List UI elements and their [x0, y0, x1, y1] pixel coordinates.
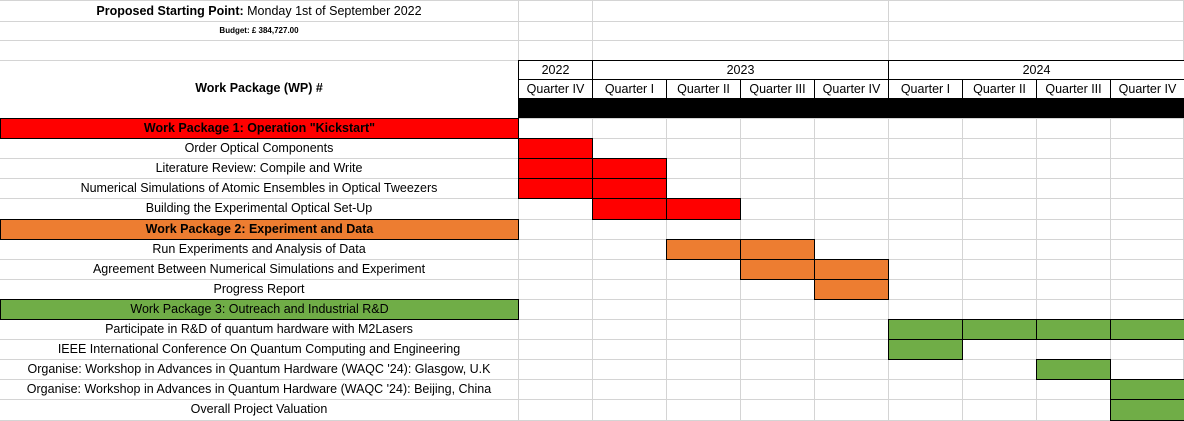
grid-line-vertical [962, 118, 963, 420]
grid-line-horizontal [0, 259, 1184, 260]
gantt-bar[interactable] [1110, 379, 1184, 400]
grid-line-horizontal [0, 118, 1184, 119]
quarter-header[interactable]: Quarter I [592, 79, 667, 99]
gantt-bar[interactable] [592, 178, 667, 199]
grid-line-vertical [592, 118, 593, 420]
quarter-header[interactable]: Quarter II [666, 79, 741, 99]
grid-line-horizontal [0, 399, 1184, 400]
gantt-bar[interactable] [666, 198, 741, 220]
start-point-label: Proposed Starting Point: [96, 4, 244, 18]
gantt-bar[interactable] [518, 138, 593, 159]
task-label[interactable]: Literature Review: Compile and Write [155, 161, 363, 175]
grid-line-vertical [1036, 118, 1037, 420]
grid-line-horizontal [0, 279, 1184, 280]
gantt-bar[interactable] [1110, 319, 1184, 340]
quarter-header[interactable]: Quarter II [962, 79, 1037, 99]
grid-line-horizontal [0, 239, 1184, 240]
task-label[interactable]: Participate in R&D of quantum hardware w… [105, 322, 413, 336]
quarter-header[interactable]: Quarter III [740, 79, 815, 99]
budget-cell[interactable]: Budget: £ 384,727.00 [219, 26, 299, 35]
task-label[interactable]: Progress Report [213, 282, 305, 296]
task-label[interactable]: IEEE International Conference On Quantum… [57, 342, 461, 356]
gantt-bar[interactable] [1036, 359, 1111, 380]
quarter-header[interactable]: Quarter III [1036, 79, 1111, 99]
task-label[interactable]: Order Optical Components [184, 141, 334, 155]
work-package-header[interactable]: Work Package 1: Operation "Kickstart" [0, 118, 519, 139]
quarter-header[interactable]: Quarter IV [518, 79, 593, 99]
grid-line-vertical [518, 0, 519, 420]
gantt-bar[interactable] [888, 339, 963, 360]
task-label[interactable]: Building the Experimental Optical Set-Up [145, 201, 373, 215]
gantt-bar[interactable] [740, 259, 815, 280]
gantt-bar[interactable] [592, 198, 667, 220]
gantt-bar[interactable] [666, 239, 741, 260]
work-package-header[interactable]: Work Package 3: Outreach and Industrial … [0, 299, 519, 320]
gantt-bar[interactable] [518, 178, 593, 199]
gantt-bar[interactable] [962, 319, 1037, 340]
task-label[interactable]: Overall Project Valuation [190, 402, 328, 416]
grid-line-horizontal [0, 359, 1184, 360]
grid-line-vertical [1110, 118, 1111, 420]
grid-line-horizontal [0, 379, 1184, 380]
year-header-2024[interactable]: 2024 [888, 60, 1184, 80]
header-divider-bar [518, 99, 1184, 118]
start-point-value: Monday 1st of September 2022 [247, 4, 422, 18]
gantt-bar[interactable] [1110, 399, 1184, 421]
year-header-2023[interactable]: 2023 [592, 60, 889, 80]
grid-line-horizontal [0, 339, 1184, 340]
work-package-header[interactable]: Work Package 2: Experiment and Data [0, 219, 519, 240]
gantt-bar[interactable] [814, 259, 889, 280]
task-label[interactable]: Numerical Simulations of Atomic Ensemble… [80, 181, 438, 195]
gantt-bar[interactable] [888, 319, 963, 340]
gantt-bar[interactable] [740, 239, 815, 260]
year-header-2022[interactable]: 2022 [518, 60, 593, 80]
grid-line-horizontal [0, 40, 1184, 41]
gantt-bar[interactable] [592, 158, 667, 179]
task-label[interactable]: Agreement Between Numerical Simulations … [92, 262, 426, 276]
task-label[interactable]: Run Experiments and Analysis of Data [152, 242, 366, 256]
grid-line-horizontal [0, 299, 1184, 300]
grid-line-horizontal [0, 319, 1184, 320]
grid-line-vertical [666, 118, 667, 420]
wp-column-title[interactable]: Work Package (WP) # [195, 81, 323, 95]
task-label[interactable]: Organise: Workshop in Advances in Quantu… [26, 382, 492, 396]
grid-line-horizontal [0, 0, 1184, 1]
start-point-cell[interactable]: Proposed Starting Point: Monday 1st of S… [0, 1, 518, 21]
quarter-header[interactable]: Quarter I [888, 79, 963, 99]
quarter-header[interactable]: Quarter IV [814, 79, 889, 99]
quarter-header[interactable]: Quarter IV [1110, 79, 1184, 99]
gantt-bar[interactable] [1036, 319, 1111, 340]
gantt-bar[interactable] [518, 158, 593, 179]
gantt-bar[interactable] [814, 279, 889, 300]
task-label[interactable]: Organise: Workshop in Advances in Quantu… [27, 362, 491, 376]
grid-line-horizontal [0, 21, 1184, 22]
